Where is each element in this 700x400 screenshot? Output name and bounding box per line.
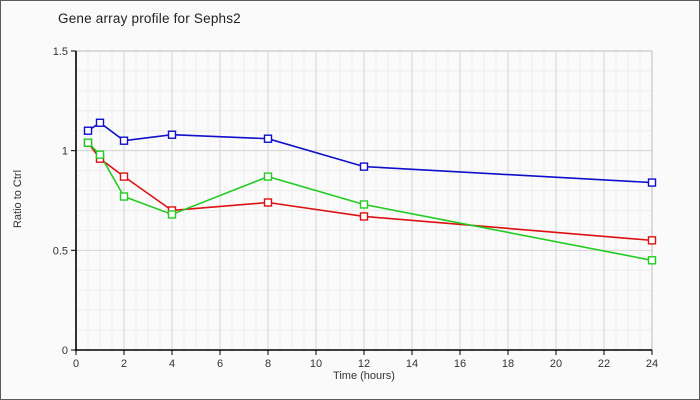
x-tick-label: 24 <box>646 358 658 370</box>
grid-major <box>76 50 653 350</box>
y-tick-label: 1.5 <box>53 46 68 58</box>
red-series-marker <box>359 212 369 221</box>
blue-series-marker <box>167 130 177 139</box>
red-series-marker <box>647 236 657 245</box>
x-tick-label: 6 <box>217 358 223 370</box>
x-tick-label: 18 <box>502 358 514 370</box>
x-tick-label: 22 <box>598 358 610 370</box>
x-tick-label: 4 <box>169 358 175 370</box>
x-tick-label: 14 <box>406 358 418 370</box>
blue-series-marker <box>647 178 657 187</box>
x-tick-label: 20 <box>550 358 562 370</box>
x-tick-label: 0 <box>73 358 79 370</box>
blue-series-markers <box>83 118 657 187</box>
chart-title: Gene array profile for Sephs2 <box>58 11 241 26</box>
x-tick-label: 16 <box>454 358 466 370</box>
y-tick-label: 0 <box>62 345 68 357</box>
y-axis-title-label: Ratio to Ctrl <box>12 169 24 229</box>
green-series-marker <box>95 150 105 159</box>
green-series-marker <box>263 172 273 181</box>
x-tick-label: 10 <box>310 358 322 370</box>
blue-series-marker <box>95 118 105 127</box>
blue-series-marker <box>263 134 273 143</box>
green-series-marker <box>647 256 657 265</box>
green-series-markers <box>83 138 657 265</box>
x-tick-label: 8 <box>265 358 271 370</box>
green-series-marker <box>119 192 129 201</box>
blue-series-marker <box>83 126 93 135</box>
blue-series-marker <box>119 136 129 145</box>
x-axis-title: Time (hours) <box>76 370 652 382</box>
red-series-marker <box>263 198 273 207</box>
red-series-line <box>87 142 653 242</box>
y-tick-label: 1 <box>62 146 68 158</box>
green-series-line <box>87 142 653 262</box>
green-series-marker <box>359 200 369 209</box>
blue-series-marker <box>359 162 369 171</box>
x-tick-label: 2 <box>121 358 127 370</box>
x-axis-title-label: Time (hours) <box>333 370 395 382</box>
y-tick-label: 0.5 <box>53 245 68 257</box>
tick-marks <box>71 50 653 355</box>
green-series-marker <box>83 138 93 147</box>
green-series-marker <box>167 210 177 219</box>
red-series-markers <box>83 138 657 245</box>
red-series-marker <box>119 172 129 181</box>
x-tick-label: 12 <box>358 358 370 370</box>
